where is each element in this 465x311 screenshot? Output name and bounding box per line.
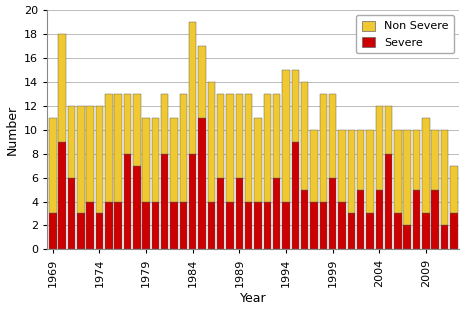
Bar bbox=[236, 94, 243, 178]
Bar bbox=[292, 70, 299, 142]
Bar bbox=[199, 118, 206, 249]
Bar bbox=[49, 118, 57, 213]
Bar bbox=[133, 94, 140, 165]
Bar bbox=[77, 105, 85, 213]
Bar bbox=[86, 202, 94, 249]
Bar bbox=[310, 129, 318, 202]
Bar bbox=[319, 202, 327, 249]
Bar bbox=[338, 129, 345, 202]
Bar bbox=[86, 105, 94, 202]
Bar bbox=[124, 94, 131, 154]
Bar bbox=[59, 34, 66, 142]
Bar bbox=[152, 202, 159, 249]
Bar bbox=[282, 70, 290, 202]
Bar bbox=[217, 94, 225, 178]
Bar bbox=[170, 118, 178, 202]
Bar bbox=[385, 154, 392, 249]
Bar bbox=[264, 94, 271, 202]
Bar bbox=[199, 45, 206, 118]
Bar bbox=[161, 154, 168, 249]
Bar bbox=[59, 142, 66, 249]
Bar bbox=[441, 129, 448, 225]
Bar bbox=[273, 178, 280, 249]
Bar bbox=[264, 202, 271, 249]
Bar bbox=[376, 189, 383, 249]
Bar bbox=[394, 129, 402, 213]
Bar bbox=[329, 178, 336, 249]
Bar bbox=[404, 225, 411, 249]
Bar bbox=[68, 178, 75, 249]
Bar bbox=[357, 129, 364, 189]
Bar bbox=[357, 189, 364, 249]
Bar bbox=[347, 129, 355, 213]
Bar bbox=[105, 94, 113, 202]
Bar bbox=[245, 202, 252, 249]
Bar bbox=[236, 178, 243, 249]
Bar bbox=[226, 94, 234, 202]
Bar bbox=[273, 94, 280, 178]
Y-axis label: Number: Number bbox=[6, 104, 19, 155]
Bar bbox=[310, 202, 318, 249]
Bar bbox=[189, 21, 197, 154]
Bar bbox=[432, 129, 439, 189]
Bar bbox=[432, 189, 439, 249]
Bar bbox=[450, 165, 458, 213]
Bar bbox=[338, 202, 345, 249]
Legend: Non Severe, Severe: Non Severe, Severe bbox=[356, 15, 454, 53]
Bar bbox=[376, 105, 383, 189]
Bar bbox=[254, 202, 262, 249]
Bar bbox=[114, 202, 122, 249]
Bar bbox=[77, 213, 85, 249]
Bar bbox=[96, 105, 103, 213]
Bar bbox=[226, 202, 234, 249]
Bar bbox=[217, 178, 225, 249]
Bar bbox=[208, 202, 215, 249]
Bar bbox=[124, 154, 131, 249]
Bar bbox=[366, 129, 374, 213]
Bar bbox=[404, 129, 411, 225]
X-axis label: Year: Year bbox=[240, 292, 266, 305]
Bar bbox=[301, 81, 308, 189]
Bar bbox=[347, 213, 355, 249]
Bar bbox=[133, 165, 140, 249]
Bar bbox=[422, 118, 430, 213]
Bar bbox=[422, 213, 430, 249]
Bar bbox=[450, 213, 458, 249]
Bar bbox=[292, 142, 299, 249]
Bar bbox=[245, 94, 252, 202]
Bar bbox=[385, 105, 392, 154]
Bar bbox=[114, 94, 122, 202]
Bar bbox=[441, 225, 448, 249]
Bar bbox=[96, 213, 103, 249]
Bar bbox=[68, 105, 75, 178]
Bar bbox=[142, 118, 150, 202]
Bar bbox=[394, 213, 402, 249]
Bar bbox=[189, 154, 197, 249]
Bar bbox=[179, 94, 187, 202]
Bar bbox=[282, 202, 290, 249]
Bar bbox=[413, 129, 420, 189]
Bar bbox=[366, 213, 374, 249]
Bar bbox=[142, 202, 150, 249]
Bar bbox=[413, 189, 420, 249]
Bar bbox=[170, 202, 178, 249]
Bar bbox=[152, 118, 159, 202]
Bar bbox=[161, 94, 168, 154]
Bar bbox=[179, 202, 187, 249]
Bar bbox=[319, 94, 327, 202]
Bar bbox=[329, 94, 336, 178]
Bar bbox=[208, 81, 215, 202]
Bar bbox=[301, 189, 308, 249]
Bar bbox=[254, 118, 262, 202]
Bar bbox=[105, 202, 113, 249]
Bar bbox=[49, 213, 57, 249]
